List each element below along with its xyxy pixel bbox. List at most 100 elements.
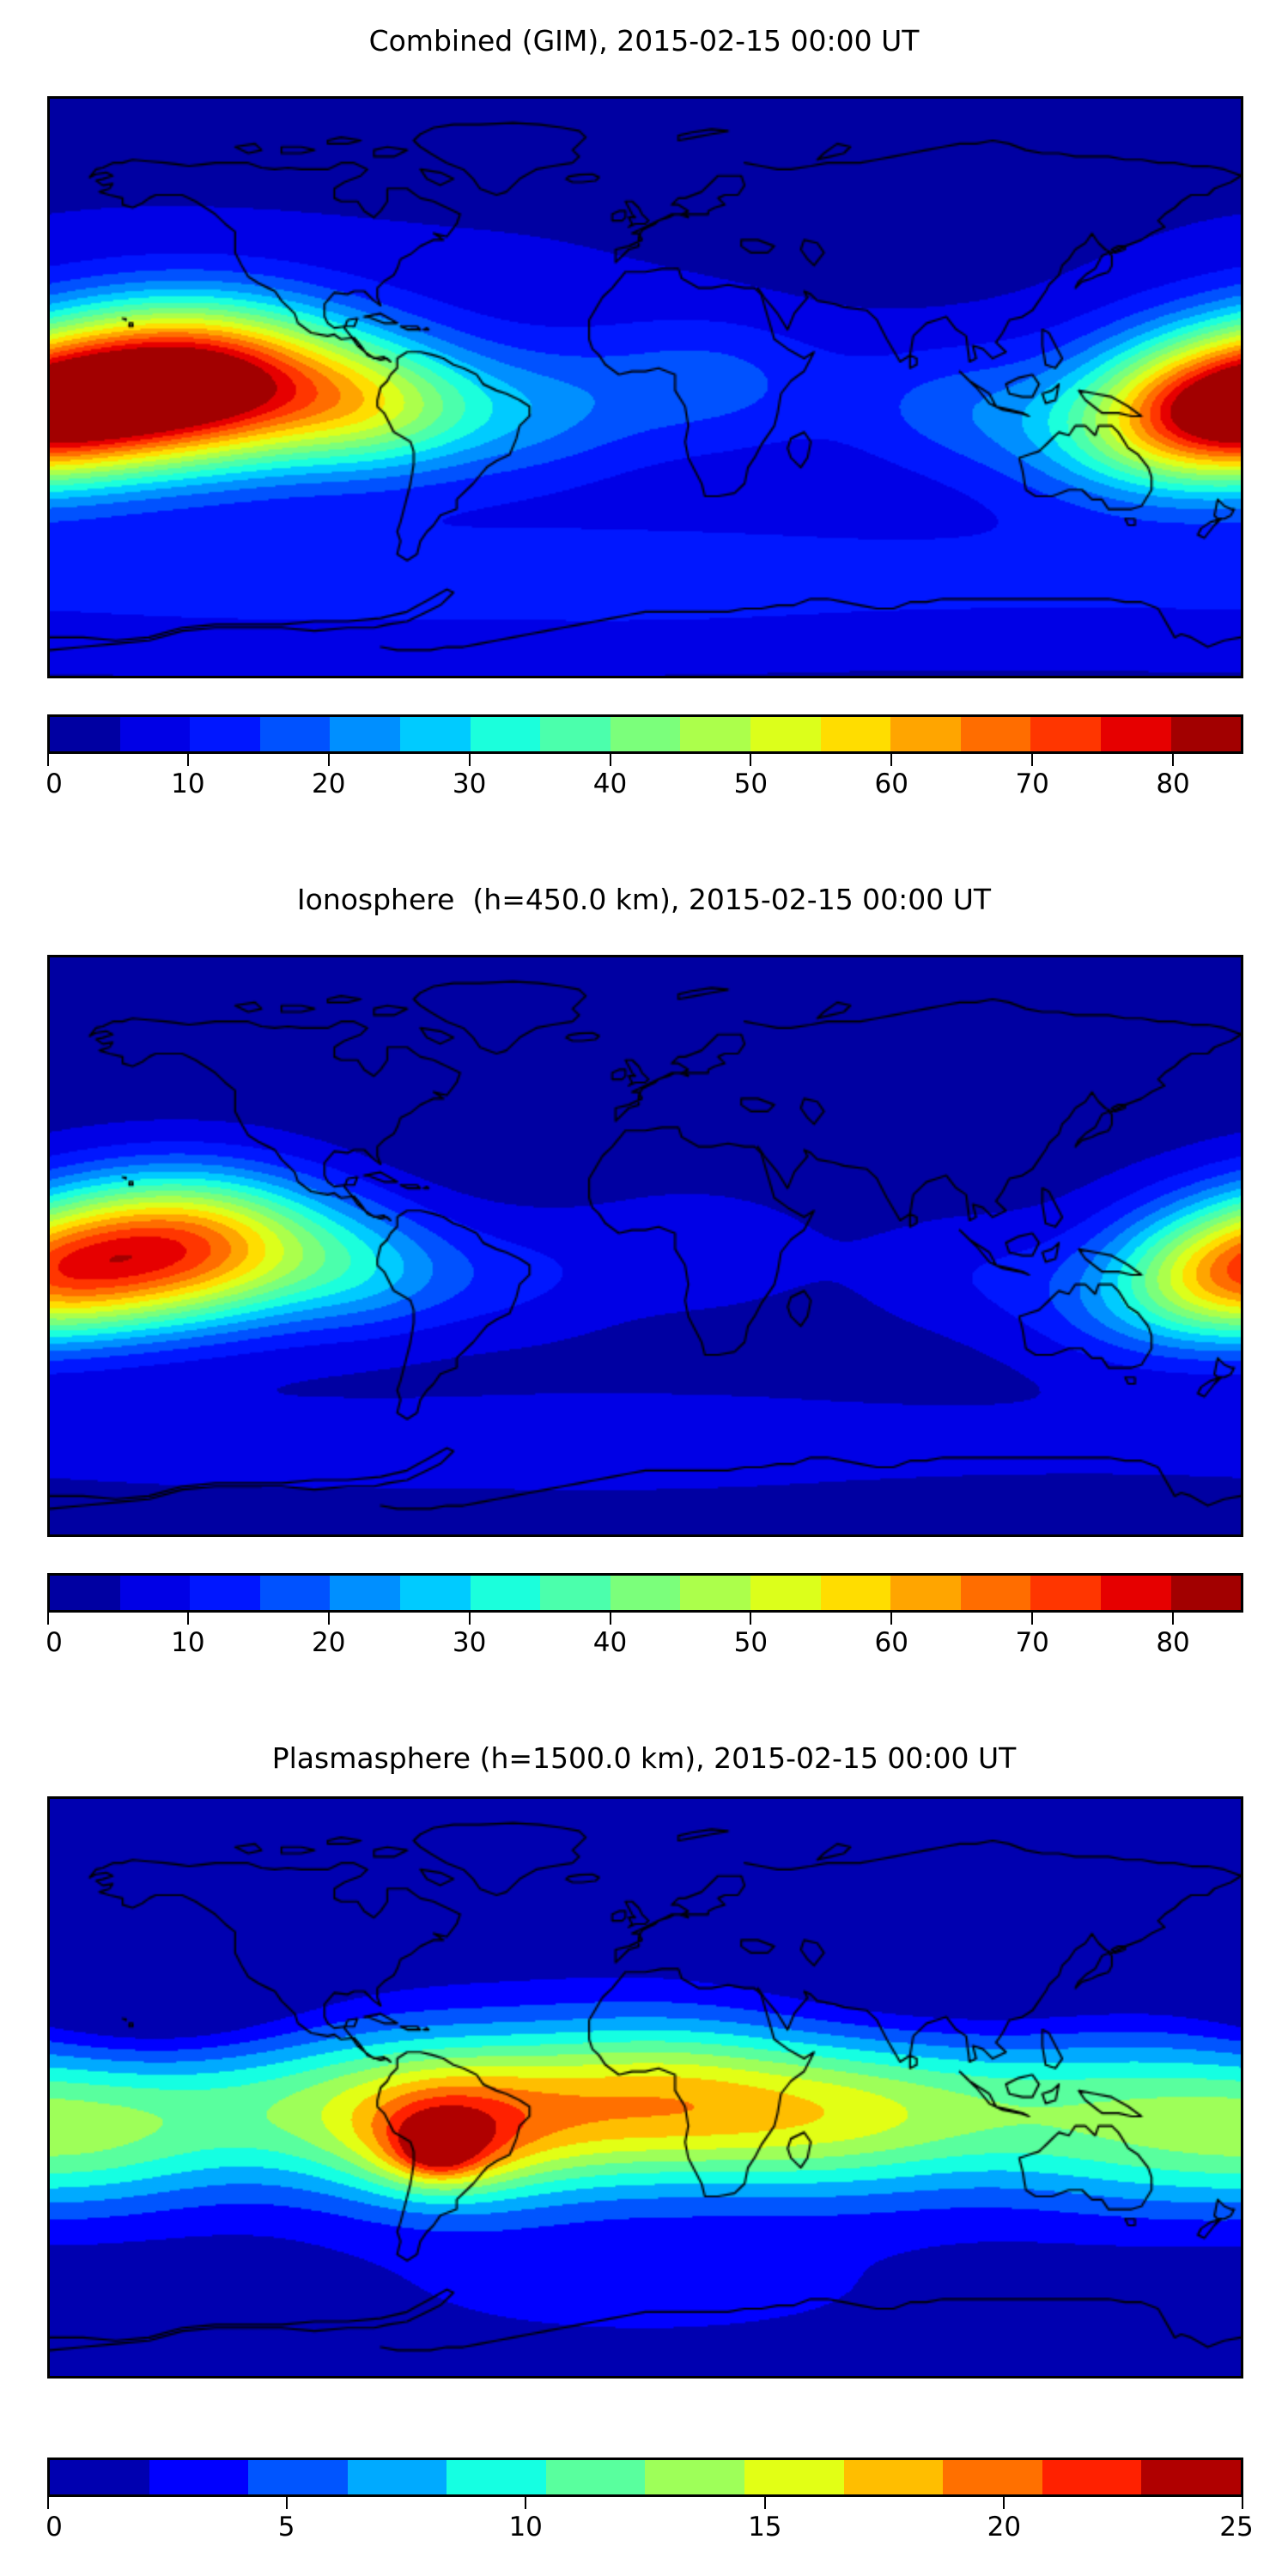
colorbar-band <box>1100 1576 1171 1610</box>
colorbar-tick-label: 70 <box>1015 1627 1049 1658</box>
colorbar-band <box>540 1576 611 1610</box>
colorbar-tick-label: 40 <box>592 1627 628 1658</box>
colorbar-tick-mark <box>1242 2497 1243 2509</box>
colorbar-tick-mark <box>1031 1613 1034 1625</box>
colorbar-ticks-combined <box>47 754 1243 768</box>
colorbar-tick-label: 50 <box>733 769 769 799</box>
colorbar-tick-label: 30 <box>452 1627 487 1658</box>
colorbar-tick-mark <box>890 1613 893 1625</box>
colorbar-band <box>330 1576 400 1610</box>
colorbar-labels-plasmasphere: 0 5 10 15 20 25 <box>46 2511 1254 2547</box>
colorbar-tick-mark <box>47 1613 49 1625</box>
colorbar-band <box>943 2460 1042 2494</box>
colorbar-combined: 0 10 20 30 40 50 60 70 80 <box>46 714 1243 804</box>
colorbar-tick-label: 80 <box>1156 1627 1190 1658</box>
colorbar-band <box>545 2460 646 2494</box>
map-plasmasphere <box>47 1796 1243 2379</box>
colorbar-band <box>750 717 821 751</box>
colorbar-tick-label: 20 <box>987 2512 1022 2543</box>
colorbar-band <box>470 717 541 751</box>
map-ionosphere <box>47 955 1243 1537</box>
panel-title-combined: Combined (GIM), 2015-02-15 00:00 UT <box>368 24 920 58</box>
colorbar-tick-label: 0 <box>46 1627 63 1658</box>
colorbar-tick-mark <box>1031 754 1034 766</box>
colorbar-band <box>1030 1576 1101 1610</box>
colorbar-tick-mark <box>890 754 893 766</box>
colorbar-tick-mark <box>750 754 752 766</box>
colorbar-band <box>50 1576 120 1610</box>
colorbar-plasmasphere: 0 5 10 15 20 25 <box>46 2458 1254 2547</box>
colorbar-ionosphere: 0 10 20 30 40 50 60 70 80 <box>46 1573 1243 1662</box>
colorbar-tick-label: 20 <box>312 1627 346 1658</box>
colorbar-tick-label: 15 <box>748 2512 782 2543</box>
colorbar-band <box>190 717 260 751</box>
panel-ionosphere: Ionosphere (h=450.0 km), 2015-02-15 00:0… <box>0 867 1288 1726</box>
colorbar-band <box>820 1576 891 1610</box>
colorbar-tick-label: 10 <box>508 2512 543 2543</box>
colorbar-band <box>330 717 400 751</box>
colorbar-tick-label: 80 <box>1156 769 1190 799</box>
colorbar-tick-label: 50 <box>733 1627 769 1658</box>
colorbar-band <box>149 2460 249 2494</box>
colorbar-gradient-combined <box>47 714 1243 754</box>
colorbar-band <box>259 717 331 751</box>
colorbar-tick-mark <box>186 1613 189 1625</box>
colorbar-tick-mark <box>285 2497 288 2509</box>
colorbar-tick-mark <box>609 1613 611 1625</box>
colorbar-tick-mark <box>1172 1613 1175 1625</box>
colorbar-band <box>1042 2460 1142 2494</box>
colorbar-tick-mark <box>47 2497 49 2509</box>
colorbar-tick-label: 40 <box>592 769 628 799</box>
colorbar-tick-label: 70 <box>1015 769 1049 799</box>
colorbar-band <box>447 2460 546 2494</box>
colorbar-gradient-plasmasphere <box>47 2458 1243 2497</box>
colorbar-tick-mark <box>1003 2497 1005 2509</box>
colorbar-band <box>50 2460 149 2494</box>
colorbar-tick-mark <box>186 754 189 766</box>
colorbar-band <box>960 1576 1031 1610</box>
colorbar-tick-label: 10 <box>171 769 205 799</box>
colorbar-band <box>610 717 681 751</box>
colorbar-band <box>1170 717 1241 751</box>
colorbar-band <box>399 717 471 751</box>
colorbar-tick-mark <box>468 1613 471 1625</box>
colorbar-band <box>540 717 611 751</box>
colorbar-band <box>248 2460 348 2494</box>
colorbar-labels-ionosphere: 0 10 20 30 40 50 60 70 80 <box>46 1626 1243 1662</box>
colorbar-ticks-ionosphere <box>47 1613 1243 1626</box>
colorbar-band <box>1100 717 1171 751</box>
colorbar-tick-mark <box>47 754 49 766</box>
colorbar-band <box>890 717 961 751</box>
colorbar-band <box>960 717 1031 751</box>
panel-combined-gim: Combined (GIM), 2015-02-15 00:00 UT 0 10 2… <box>0 0 1288 859</box>
colorbar-band <box>190 1576 260 1610</box>
map-canvas-plasmasphere <box>50 1799 1241 2376</box>
colorbar-band <box>843 2460 944 2494</box>
colorbar-band <box>890 1576 961 1610</box>
colorbar-band <box>680 1576 750 1610</box>
colorbar-band <box>1030 717 1101 751</box>
colorbar-tick-label: 5 <box>277 2512 295 2543</box>
colorbar-tick-mark <box>468 754 471 766</box>
colorbar-band <box>50 717 120 751</box>
colorbar-tick-label: 30 <box>452 769 487 799</box>
colorbar-band <box>610 1576 681 1610</box>
colorbar-gradient-ionosphere <box>47 1573 1243 1613</box>
colorbar-tick-label: 20 <box>312 769 346 799</box>
colorbar-tick-label: 60 <box>874 769 909 799</box>
colorbar-tick-label: 60 <box>874 1627 909 1658</box>
map-canvas-combined <box>50 99 1241 676</box>
colorbar-band <box>347 2460 447 2494</box>
colorbar-tick-mark <box>763 2497 766 2509</box>
colorbar-tick-label: 0 <box>46 769 63 799</box>
colorbar-tick-mark <box>327 754 330 766</box>
colorbar-band <box>119 1576 191 1610</box>
colorbar-tick-mark <box>327 1613 330 1625</box>
colorbar-tick-mark <box>609 754 611 766</box>
colorbar-band <box>399 1576 471 1610</box>
panel-plasmasphere: Plasmasphere (h=1500.0 km), 2015-02-15 0… <box>0 1735 1288 2576</box>
panel-title-plasmasphere: Plasmasphere (h=1500.0 km), 2015-02-15 0… <box>271 1741 1017 1775</box>
colorbar-band <box>680 717 750 751</box>
colorbar-tick-label: 25 <box>1219 2512 1254 2543</box>
